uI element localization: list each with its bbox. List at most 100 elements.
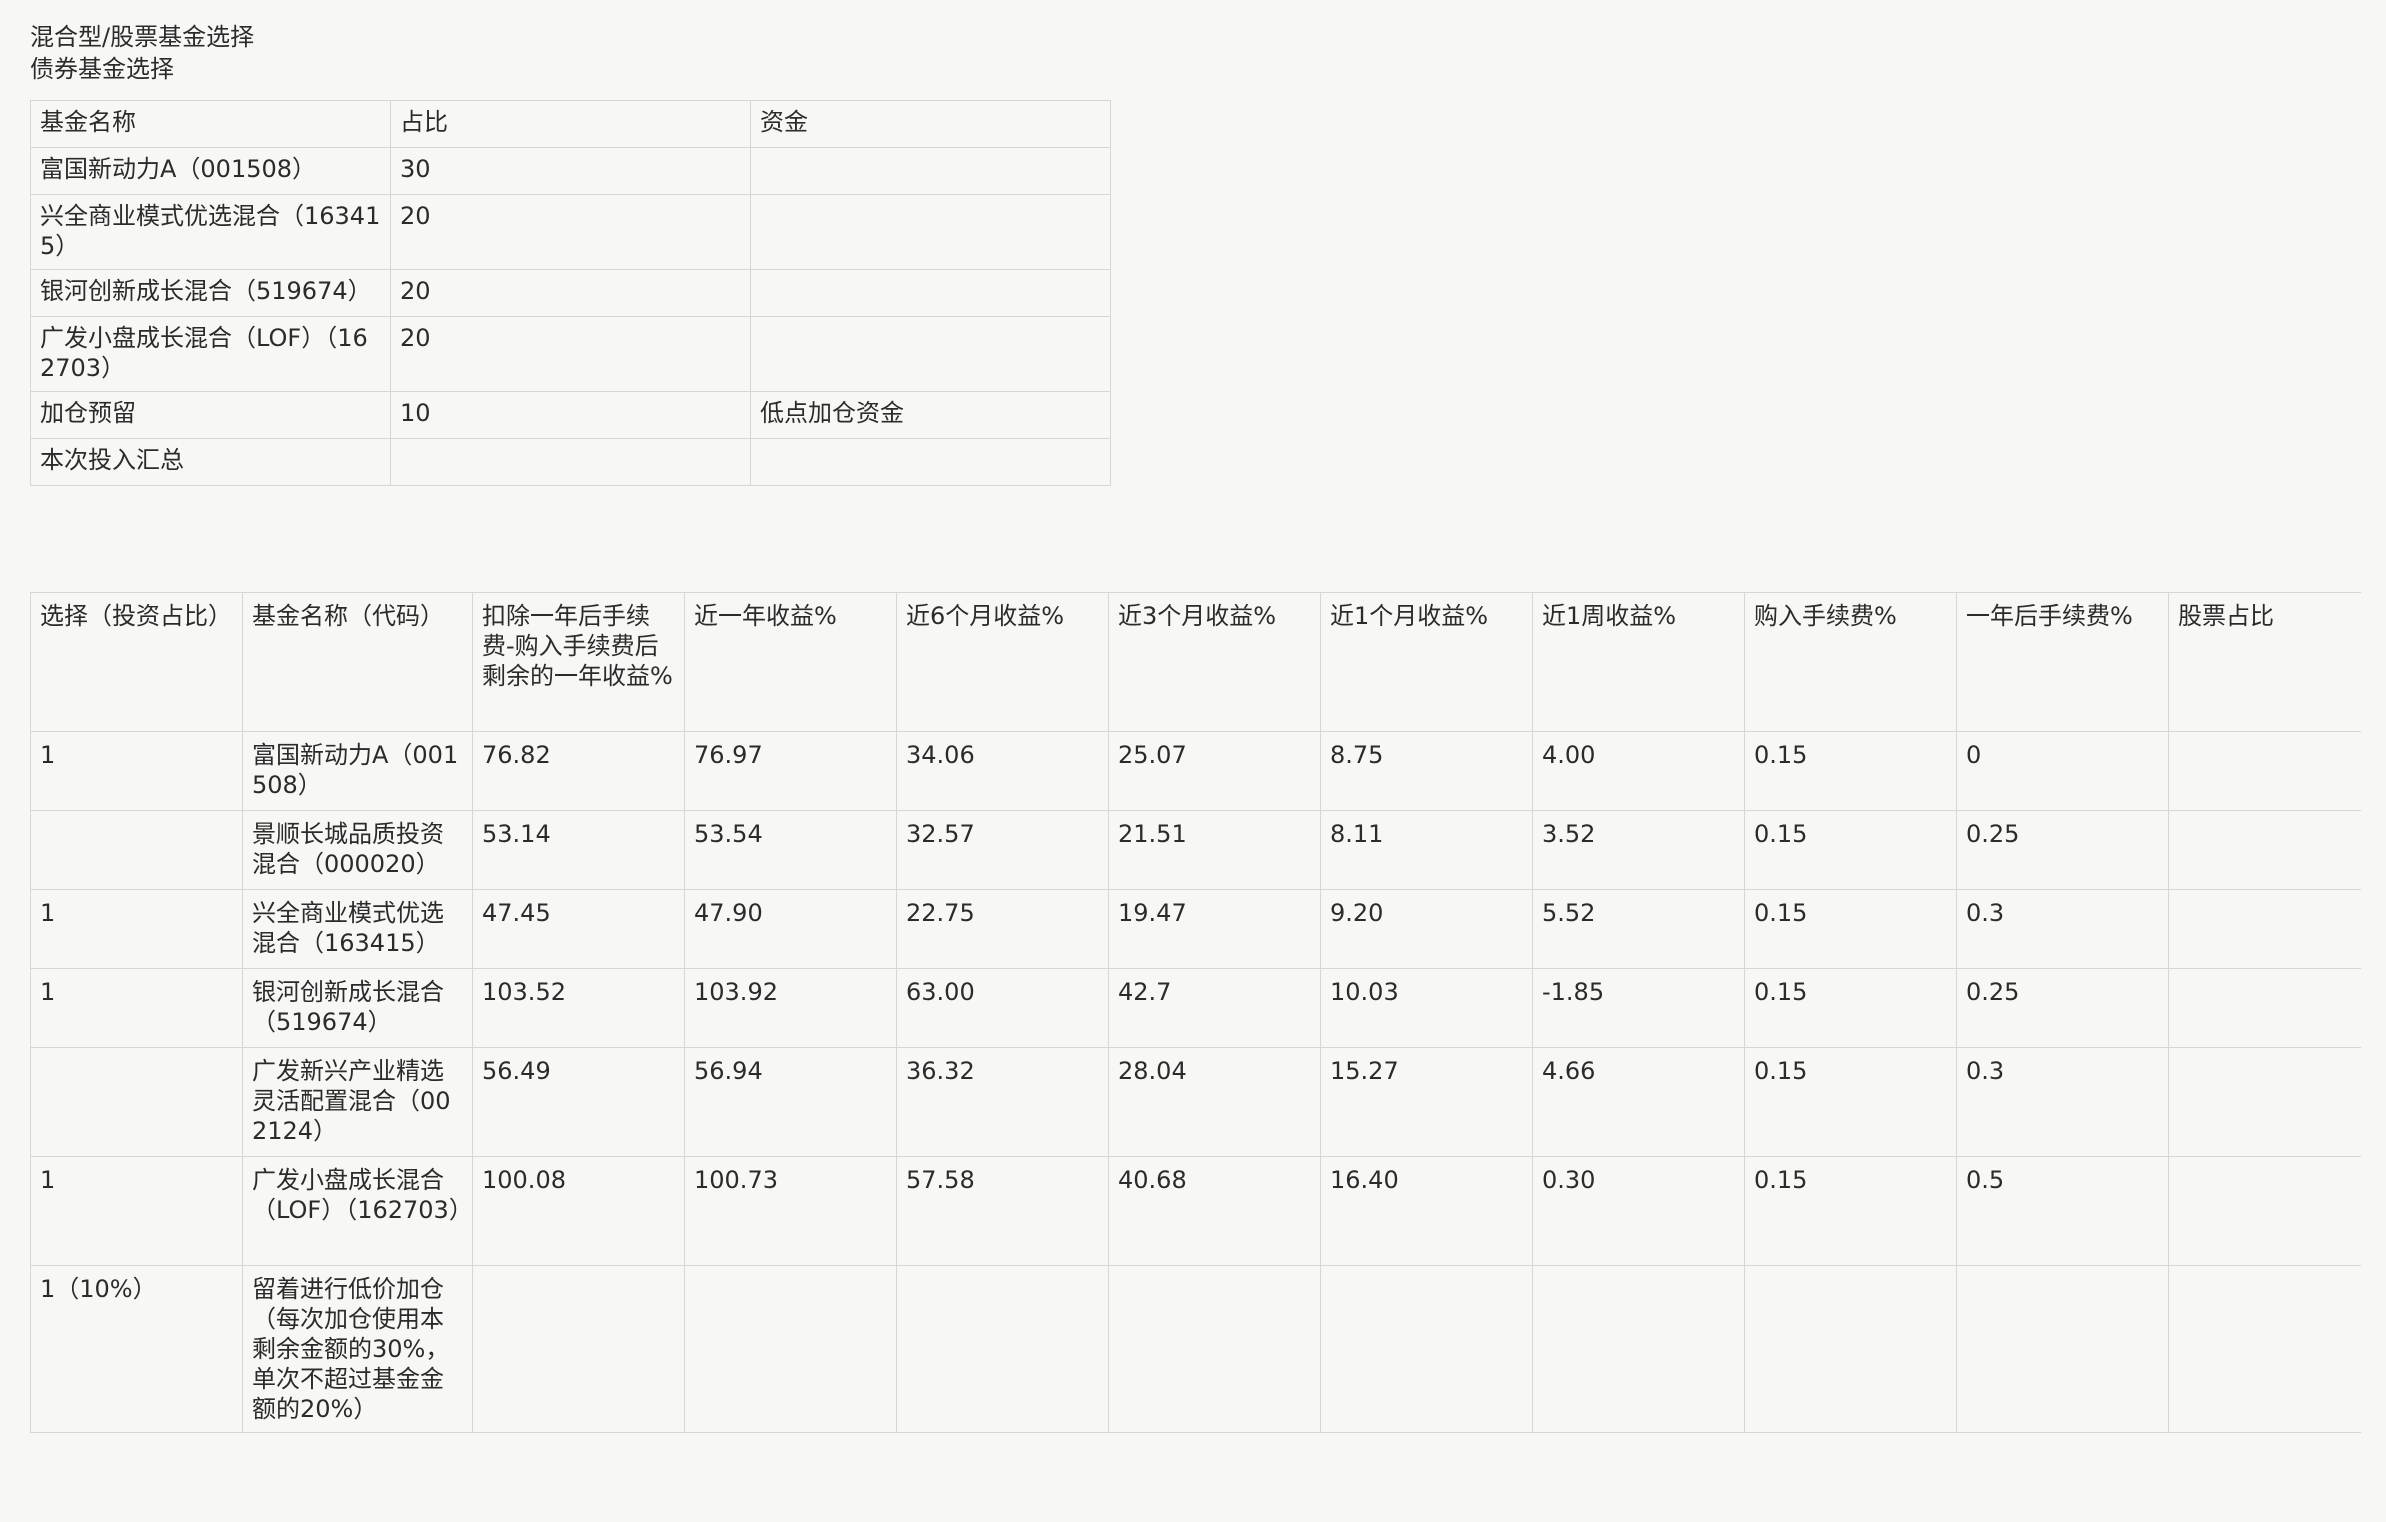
table-cell[interactable] bbox=[896, 1265, 1109, 1433]
table-cell[interactable]: 留着进行低价加仓（每次加仓使用本剩余金额的30%，单次不超过基金金额的20%） bbox=[242, 1265, 473, 1433]
table-cell[interactable]: 28.04 bbox=[1108, 1047, 1321, 1157]
table-cell[interactable]: 22.75 bbox=[896, 889, 1109, 969]
header-cell-1w-return[interactable]: 近1周收益% bbox=[1532, 592, 1745, 732]
table-cell[interactable]: 广发新兴产业精选灵活配置混合（002124） bbox=[242, 1047, 473, 1157]
table-cell[interactable]: 本次投入汇总 bbox=[30, 438, 391, 486]
table-cell[interactable]: 1 bbox=[30, 1156, 243, 1266]
table-cell[interactable]: 32.57 bbox=[896, 810, 1109, 890]
header-cell-stock-ratio[interactable]: 股票占比 bbox=[2168, 592, 2361, 732]
header-cell-net-annual-return[interactable]: 扣除一年后手续费-购入手续费后剩余的一年收益% bbox=[472, 592, 685, 732]
table-cell[interactable] bbox=[1320, 1265, 1533, 1433]
table-cell[interactable] bbox=[750, 438, 1111, 486]
table-cell[interactable]: 银河创新成长混合（519674） bbox=[242, 968, 473, 1048]
table-cell[interactable] bbox=[2168, 1156, 2361, 1266]
table-cell[interactable]: 47.90 bbox=[684, 889, 897, 969]
table-cell[interactable]: 56.49 bbox=[472, 1047, 685, 1157]
table-cell[interactable]: 53.14 bbox=[472, 810, 685, 890]
header-cell-selection[interactable]: 选择（投资占比） bbox=[30, 592, 243, 732]
table-cell[interactable] bbox=[1956, 1265, 2169, 1433]
table-cell[interactable]: 100.73 bbox=[684, 1156, 897, 1266]
table-cell[interactable]: 0.15 bbox=[1744, 889, 1957, 969]
table-cell[interactable] bbox=[684, 1265, 897, 1433]
table-cell[interactable]: 30 bbox=[390, 147, 751, 195]
header-cell-redemption-fee-1y[interactable]: 一年后手续费% bbox=[1956, 592, 2169, 732]
table-cell[interactable]: 0.15 bbox=[1744, 1047, 1957, 1157]
table-cell[interactable]: 19.47 bbox=[1108, 889, 1321, 969]
table-cell[interactable] bbox=[750, 147, 1111, 195]
table-cell[interactable]: 1 bbox=[30, 968, 243, 1048]
table-cell[interactable]: 63.00 bbox=[896, 968, 1109, 1048]
header-cell-purchase-fee[interactable]: 购入手续费% bbox=[1744, 592, 1957, 732]
header-cell-ratio[interactable]: 占比 bbox=[390, 100, 751, 148]
table-cell[interactable]: 0.15 bbox=[1744, 731, 1957, 811]
table-cell[interactable]: 0.15 bbox=[1744, 810, 1957, 890]
table-cell[interactable]: 103.52 bbox=[472, 968, 685, 1048]
table-cell[interactable]: 36.32 bbox=[896, 1047, 1109, 1157]
table-cell[interactable]: 16.40 bbox=[1320, 1156, 1533, 1266]
table-cell[interactable]: 100.08 bbox=[472, 1156, 685, 1266]
table-cell[interactable]: 20 bbox=[390, 316, 751, 392]
table-cell[interactable]: 76.97 bbox=[684, 731, 897, 811]
table-cell[interactable]: 20 bbox=[390, 194, 751, 270]
table-cell[interactable]: 1 bbox=[30, 731, 243, 811]
table-cell[interactable]: 56.94 bbox=[684, 1047, 897, 1157]
table-cell[interactable]: 0.30 bbox=[1532, 1156, 1745, 1266]
table-cell[interactable]: 加仓预留 bbox=[30, 391, 391, 439]
table-cell[interactable] bbox=[750, 316, 1111, 392]
table-cell[interactable] bbox=[2168, 889, 2361, 969]
table-cell[interactable] bbox=[2168, 810, 2361, 890]
table-cell[interactable]: 富国新动力A（001508） bbox=[242, 731, 473, 811]
table-cell[interactable]: 21.51 bbox=[1108, 810, 1321, 890]
table-cell[interactable]: 0.3 bbox=[1956, 1047, 2169, 1157]
table-cell[interactable]: 40.68 bbox=[1108, 1156, 1321, 1266]
table-cell[interactable]: 兴全商业模式优选混合（163415） bbox=[30, 194, 391, 270]
header-cell-fund-name-code[interactable]: 基金名称（代码） bbox=[242, 592, 473, 732]
table-cell[interactable]: 广发小盘成长混合（LOF）（162703） bbox=[242, 1156, 473, 1266]
header-cell-6m-return[interactable]: 近6个月收益% bbox=[896, 592, 1109, 732]
table-cell[interactable]: 0.5 bbox=[1956, 1156, 2169, 1266]
table-cell[interactable] bbox=[2168, 1047, 2361, 1157]
table-cell[interactable]: 银河创新成长混合（519674） bbox=[30, 269, 391, 317]
table-cell[interactable]: 3.52 bbox=[1532, 810, 1745, 890]
table-cell[interactable] bbox=[390, 438, 751, 486]
header-cell-3m-return[interactable]: 近3个月收益% bbox=[1108, 592, 1321, 732]
table-cell[interactable]: 0.25 bbox=[1956, 968, 2169, 1048]
table-cell[interactable] bbox=[2168, 731, 2361, 811]
table-cell[interactable]: 0.15 bbox=[1744, 1156, 1957, 1266]
table-cell[interactable]: 低点加仓资金 bbox=[750, 391, 1111, 439]
table-cell[interactable]: 57.58 bbox=[896, 1156, 1109, 1266]
table-cell[interactable] bbox=[1532, 1265, 1745, 1433]
table-cell[interactable]: 103.92 bbox=[684, 968, 897, 1048]
table-cell[interactable] bbox=[1744, 1265, 1957, 1433]
table-cell[interactable]: -1.85 bbox=[1532, 968, 1745, 1048]
header-cell-funds[interactable]: 资金 bbox=[750, 100, 1111, 148]
table-cell[interactable] bbox=[30, 810, 243, 890]
header-cell-fund-name[interactable]: 基金名称 bbox=[30, 100, 391, 148]
table-cell[interactable] bbox=[1108, 1265, 1321, 1433]
table-cell[interactable]: 34.06 bbox=[896, 731, 1109, 811]
table-cell[interactable] bbox=[2168, 968, 2361, 1048]
table-cell[interactable]: 1 bbox=[30, 889, 243, 969]
table-cell[interactable]: 0 bbox=[1956, 731, 2169, 811]
table-cell[interactable]: 10.03 bbox=[1320, 968, 1533, 1048]
table-cell[interactable] bbox=[472, 1265, 685, 1433]
table-cell[interactable]: 9.20 bbox=[1320, 889, 1533, 969]
table-cell[interactable]: 25.07 bbox=[1108, 731, 1321, 811]
table-cell[interactable]: 53.54 bbox=[684, 810, 897, 890]
table-cell[interactable]: 兴全商业模式优选混合（163415） bbox=[242, 889, 473, 969]
table-cell[interactable]: 42.7 bbox=[1108, 968, 1321, 1048]
table-cell[interactable]: 10 bbox=[390, 391, 751, 439]
table-cell[interactable]: 76.82 bbox=[472, 731, 685, 811]
table-cell[interactable] bbox=[750, 269, 1111, 317]
table-cell[interactable]: 景顺长城品质投资混合（000020） bbox=[242, 810, 473, 890]
table-cell[interactable] bbox=[2168, 1265, 2361, 1433]
table-cell[interactable]: 0.3 bbox=[1956, 889, 2169, 969]
table-cell[interactable]: 0.25 bbox=[1956, 810, 2169, 890]
table-cell[interactable]: 4.66 bbox=[1532, 1047, 1745, 1157]
table-cell[interactable]: 4.00 bbox=[1532, 731, 1745, 811]
table-cell[interactable]: 5.52 bbox=[1532, 889, 1745, 969]
table-cell[interactable] bbox=[30, 1047, 243, 1157]
header-cell-1m-return[interactable]: 近1个月收益% bbox=[1320, 592, 1533, 732]
table-cell[interactable]: 20 bbox=[390, 269, 751, 317]
table-cell[interactable]: 广发小盘成长混合（LOF）（162703） bbox=[30, 316, 391, 392]
